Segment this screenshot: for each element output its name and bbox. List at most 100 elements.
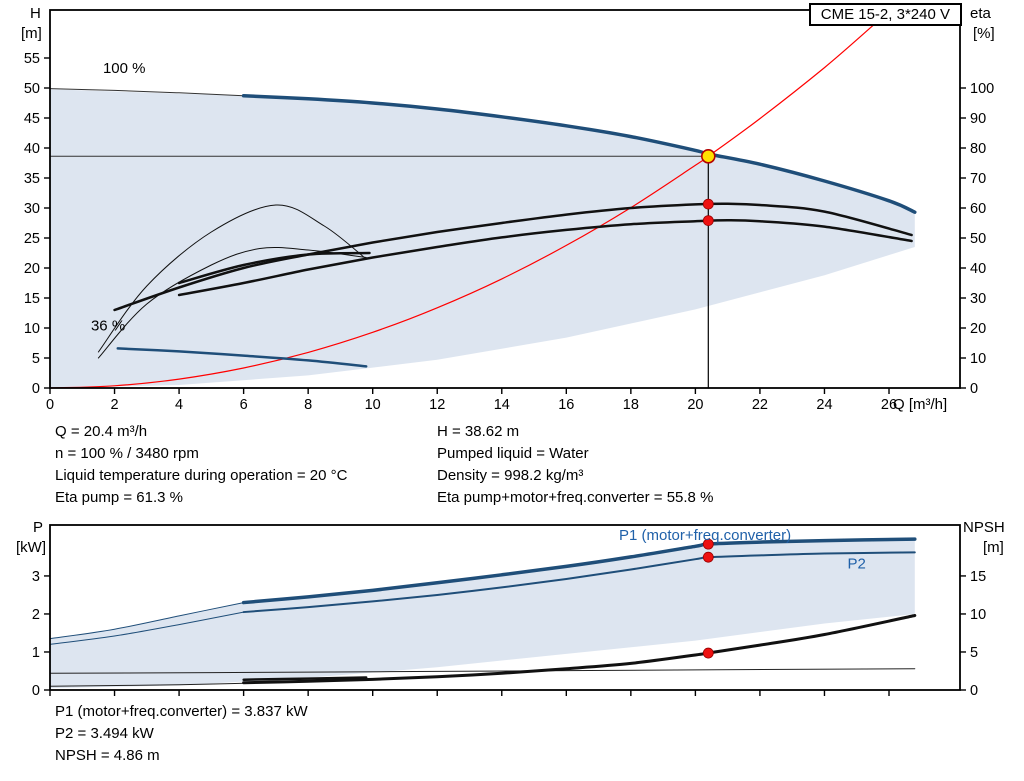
eta-pump-point xyxy=(702,198,714,210)
result-liquid: Pumped liquid = Water xyxy=(437,445,589,462)
result-n: n = 100 % / 3480 rpm xyxy=(55,445,199,462)
x-tick-label: 6 xyxy=(240,397,248,413)
y2-tick-label: 0 xyxy=(970,381,978,397)
y-tick-label: 35 xyxy=(24,171,40,187)
y-tick-label: 0 xyxy=(32,381,40,397)
result-temp: Liquid temperature during operation = 20… xyxy=(55,467,348,484)
curve-annotation: P2 xyxy=(848,555,866,572)
y2-tick-label: 100 xyxy=(970,81,994,97)
result-p2: P2 = 3.494 kW xyxy=(55,725,154,742)
system-curve xyxy=(49,25,874,389)
y-tick-label: 55 xyxy=(24,51,40,67)
x-tick-label: 24 xyxy=(816,397,832,413)
p2-extension xyxy=(49,611,245,645)
x-tick-label: 26 xyxy=(881,397,897,413)
eta-axis-unit: [%] xyxy=(973,25,995,42)
pump-curve-100 xyxy=(241,94,917,214)
x-tick-label: 4 xyxy=(175,397,183,413)
results-power-block: P1 (motor+freq.converter) = 3.837 kW P2 … xyxy=(55,701,308,767)
y-tick-label: 25 xyxy=(24,231,40,247)
y-tick-label: 50 xyxy=(24,81,40,97)
npsh-axis-unit: [m] xyxy=(983,539,1004,556)
p1-point xyxy=(702,538,714,550)
eta-total-curve xyxy=(177,219,913,297)
y-tick-label: 30 xyxy=(24,201,40,217)
x-tick-label: 0 xyxy=(46,397,54,413)
p-axis-unit: [kW] xyxy=(16,539,46,556)
y2-tick-label: 90 xyxy=(970,111,986,127)
result-density: Density = 998.2 kg/m³ xyxy=(437,467,584,484)
y2-tick-label: 20 xyxy=(970,321,986,337)
y2-tick-label: 10 xyxy=(970,351,986,367)
speed-line-100 xyxy=(49,88,245,97)
y2-tick-label: 60 xyxy=(970,201,986,217)
x-tick-label: 10 xyxy=(365,397,381,413)
curve-annotation: 36 % xyxy=(91,317,125,334)
x-tick-label: 18 xyxy=(623,397,639,413)
plot-frame xyxy=(49,9,961,389)
eta-axis-label: eta xyxy=(970,5,991,22)
x-tick-label: 12 xyxy=(429,397,445,413)
eta-curve-36-b xyxy=(97,246,367,359)
power-npsh-chart: 0 1 2 3 0 5 10 15 P1 (motor+freq.converter) P2 xyxy=(32,524,986,699)
speed-curve-36 xyxy=(116,347,368,368)
p1-curve xyxy=(241,537,917,605)
p2-curve xyxy=(242,551,916,614)
power-envelope xyxy=(50,539,915,689)
y-tick-label: 40 xyxy=(24,141,40,157)
q-axis-label: Q [m³/h] xyxy=(893,396,948,413)
result-npsh: NPSH = 4.86 m xyxy=(55,747,160,764)
power-36-b xyxy=(242,676,368,681)
eta-pump-curve xyxy=(113,202,913,312)
y2-tick-label: 15 xyxy=(970,569,986,585)
power-36-line xyxy=(49,668,916,674)
y2-tick-label: 30 xyxy=(970,291,986,307)
results-column-left: Q = 20.4 m³/h n = 100 % / 3480 rpm Liqui… xyxy=(55,421,347,509)
x-tick-label: 20 xyxy=(687,397,703,413)
x-tick-label: 22 xyxy=(752,397,768,413)
curve-annotation: 100 % xyxy=(103,60,146,77)
npsh-axis-label: NPSH xyxy=(963,519,1005,536)
y2-tick-label: 5 xyxy=(970,645,978,661)
results-column-right: H = 38.62 m Pumped liquid = Water Densit… xyxy=(437,421,713,509)
x-tick-label: 16 xyxy=(558,397,574,413)
duty-point[interactable] xyxy=(700,148,716,164)
x-tick-label: 2 xyxy=(110,397,118,413)
plot-frame xyxy=(49,524,961,691)
pump-model-badge: CME 15-2, 3*240 V xyxy=(808,3,962,26)
x-tick-label: 14 xyxy=(494,397,510,413)
y2-tick-label: 40 xyxy=(970,261,986,277)
operating-envelope xyxy=(50,89,915,388)
y-tick-label: 5 xyxy=(32,351,40,367)
eta-total-point xyxy=(702,215,714,227)
x-tick-label: 8 xyxy=(304,397,312,413)
result-eta-total: Eta pump+motor+freq.converter = 55.8 % xyxy=(437,489,714,506)
y-tick-label: 3 xyxy=(32,569,40,585)
y-tick-label: 45 xyxy=(24,111,40,127)
p-axis-label: P xyxy=(33,519,44,536)
y2-tick-label: 0 xyxy=(970,683,978,699)
result-q: Q = 20.4 m³/h xyxy=(55,423,148,440)
y2-tick-label: 70 xyxy=(970,171,986,187)
y-tick-label: 0 xyxy=(32,683,40,699)
npsh-point xyxy=(702,647,714,659)
curve-annotation: P1 (motor+freq.converter) xyxy=(619,527,791,544)
y-tick-label: 20 xyxy=(24,261,40,277)
y-tick-label: 2 xyxy=(32,607,40,623)
y2-tick-label: 80 xyxy=(970,141,986,157)
result-p1: P1 (motor+freq.converter) = 3.837 kW xyxy=(55,703,308,720)
result-eta-pump: Eta pump = 61.3 % xyxy=(55,489,183,506)
y-tick-label: 1 xyxy=(32,645,40,661)
y2-tick-label: 10 xyxy=(970,607,986,623)
p2-point xyxy=(702,551,714,563)
h-axis-label: H xyxy=(30,5,41,22)
p1-extension xyxy=(49,602,245,640)
y-tick-label: 15 xyxy=(24,291,40,307)
qh-performance-chart: 0 2 4 6 8 10 12 14 16 18 20 22 24 2605101520253035404… xyxy=(24,9,994,413)
h-axis-unit: [m] xyxy=(21,25,42,42)
npsh-curve xyxy=(242,614,917,685)
eta-curve-36-a xyxy=(97,204,367,353)
y2-tick-label: 50 xyxy=(970,231,986,247)
